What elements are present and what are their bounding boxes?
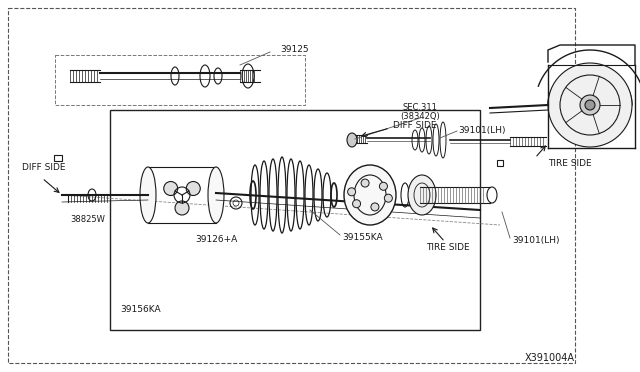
Circle shape (361, 179, 369, 187)
Text: 39101(LH): 39101(LH) (512, 235, 559, 244)
Text: 39126+A: 39126+A (195, 235, 237, 244)
Circle shape (385, 194, 392, 202)
Bar (497, 160, 503, 166)
Text: 39125: 39125 (280, 45, 308, 55)
Circle shape (186, 182, 200, 196)
Text: SEC.311: SEC.311 (403, 103, 437, 112)
Circle shape (348, 188, 356, 196)
Text: 39156KA: 39156KA (120, 305, 161, 314)
Text: (38342Q): (38342Q) (400, 112, 440, 121)
Ellipse shape (408, 175, 436, 215)
Text: 39155KA: 39155KA (342, 234, 383, 243)
Text: 39101(LH): 39101(LH) (458, 125, 506, 135)
Circle shape (371, 203, 379, 211)
Text: TIRE SIDE: TIRE SIDE (426, 244, 470, 253)
Text: 38825W: 38825W (70, 215, 105, 224)
Ellipse shape (344, 165, 396, 225)
Bar (8, 8, 575, 363)
Text: DIFF SIDE: DIFF SIDE (393, 121, 436, 129)
Circle shape (353, 200, 360, 208)
Circle shape (164, 182, 178, 196)
Ellipse shape (208, 167, 224, 223)
Text: DIFF SIDE: DIFF SIDE (22, 164, 65, 173)
Circle shape (585, 100, 595, 110)
Circle shape (580, 95, 600, 115)
Circle shape (548, 63, 632, 147)
Circle shape (175, 201, 189, 215)
Bar (54, 155, 62, 161)
Circle shape (380, 182, 387, 190)
Text: X391004A: X391004A (525, 353, 575, 363)
Bar (55, 55, 305, 105)
Text: TIRE SIDE: TIRE SIDE (548, 158, 591, 167)
Ellipse shape (140, 167, 156, 223)
Bar (110, 110, 480, 330)
Ellipse shape (347, 133, 357, 147)
